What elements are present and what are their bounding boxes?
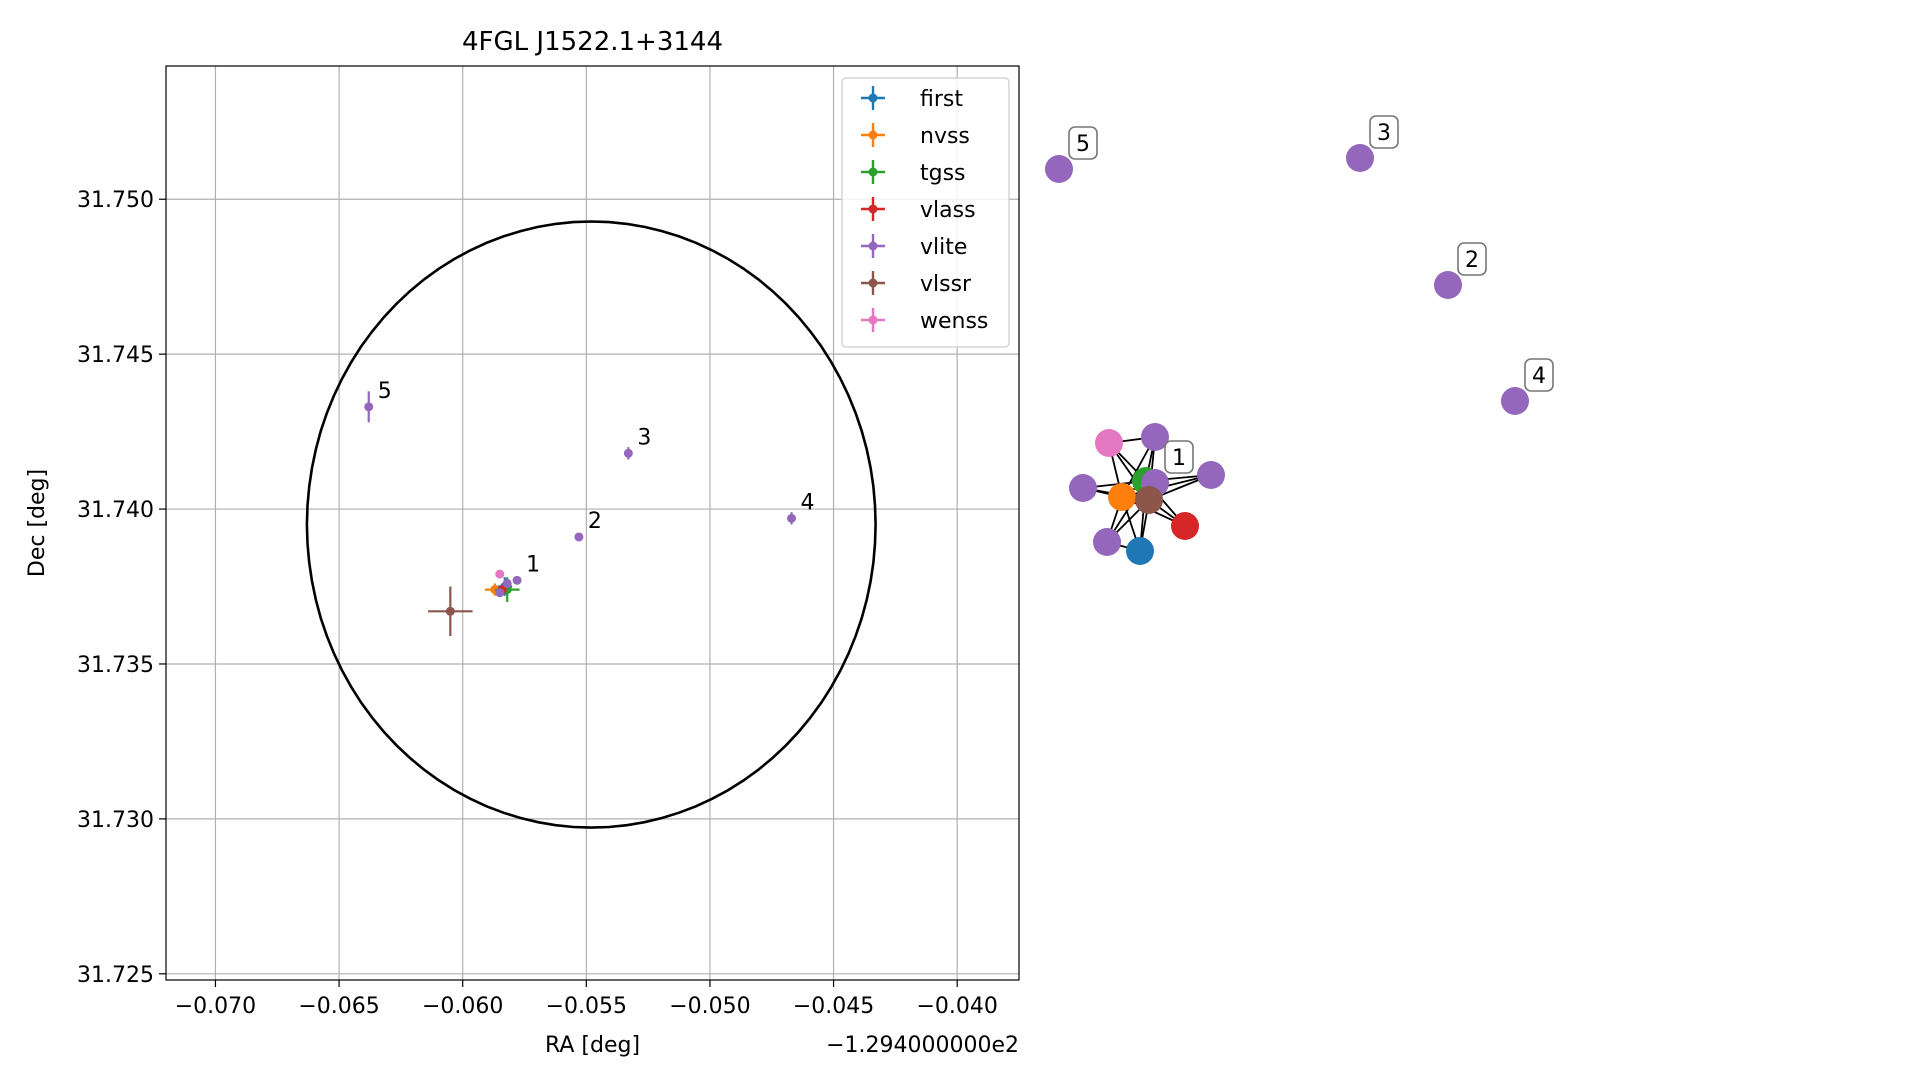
network-panel: 5 3 2 4 1 <box>1045 115 1554 565</box>
data-point <box>512 575 522 585</box>
x-offset-label: −1.294000000e2 <box>826 1033 1019 1058</box>
legend-label: wenss <box>920 309 988 334</box>
network-node-vlite_b <box>1197 461 1225 489</box>
series-vlite: 1 2 3 4 5 <box>364 379 815 598</box>
point-label: 3 <box>637 425 651 450</box>
axes-frame <box>165 65 1020 981</box>
point-label: 5 <box>378 379 392 404</box>
data-point <box>364 402 374 412</box>
y-tick-label: 31.730 <box>77 808 154 833</box>
node-layer <box>1045 144 1529 565</box>
series-vlssr <box>428 586 473 637</box>
node-label: 5 <box>1076 132 1090 157</box>
network-node-vlite_2 <box>1434 271 1462 299</box>
node-label-box <box>1524 358 1554 392</box>
node-label: 1 <box>1172 446 1186 471</box>
y-tick-label: 31.745 <box>77 343 154 368</box>
y-tick-label: 31.735 <box>77 653 154 678</box>
network-node-nvss <box>1108 483 1136 511</box>
legend-label: vlssr <box>920 272 972 297</box>
network-node-vlite_d <box>1093 528 1121 556</box>
network-node-vlite_c <box>1069 474 1097 502</box>
point-label: 4 <box>801 490 815 515</box>
network-node-wenss <box>1095 429 1123 457</box>
circle-layer <box>305 220 877 829</box>
y-ticks: 31.725 31.730 31.735 31.740 31.745 31.750 <box>77 188 166 988</box>
node-label: 3 <box>1377 121 1391 146</box>
x-ticks: −0.070 −0.065 −0.060 −0.055 −0.050 −0.045 −0.0… <box>175 980 998 1019</box>
network-node-vlssr <box>1135 486 1163 514</box>
network-node-vlite_3 <box>1346 144 1374 172</box>
x-tick-label: −0.065 <box>298 994 379 1019</box>
legend-handle-marker <box>868 93 878 103</box>
data-point <box>495 588 505 598</box>
legend-handle-marker <box>868 315 878 325</box>
data-point <box>623 448 633 458</box>
point-label: 2 <box>588 509 602 534</box>
legend: first nvss tgss vlass vlite vlssr wenss <box>841 77 1010 348</box>
legend-handle-marker <box>868 241 878 251</box>
node-label-box <box>1164 440 1194 474</box>
data-point <box>574 532 584 542</box>
legend-label: vlass <box>920 198 976 223</box>
data-point <box>787 513 797 523</box>
x-tick-label: −0.070 <box>175 994 256 1019</box>
x-tick-label: −0.060 <box>422 994 503 1019</box>
data-point <box>445 606 455 616</box>
network-node-first <box>1126 537 1154 565</box>
legend-label: first <box>920 87 963 112</box>
series-wenss <box>495 569 505 579</box>
node-label-box <box>1369 115 1399 149</box>
search-circle <box>305 220 877 829</box>
legend-box <box>841 77 1010 348</box>
series-layer: 1 2 3 4 5 <box>364 379 815 637</box>
network-node-vlite_4 <box>1501 387 1529 415</box>
legend-label: tgss <box>920 161 966 186</box>
node-label-layer: 5 3 2 4 1 <box>1068 115 1554 474</box>
network-node-vlite_a <box>1141 423 1169 451</box>
chart-title: 4FGL J1522.1+3144 <box>462 27 723 57</box>
legend-label: nvss <box>920 124 970 149</box>
x-axis-label: RA [deg] <box>545 1033 640 1058</box>
y-tick-label: 31.750 <box>77 188 154 213</box>
point-label: 1 <box>526 552 540 577</box>
node-label: 2 <box>1465 248 1479 273</box>
node-label-box <box>1457 242 1487 276</box>
legend-handle-marker <box>868 278 878 288</box>
x-tick-label: −0.055 <box>546 994 627 1019</box>
x-tick-label: −0.045 <box>793 994 874 1019</box>
y-tick-label: 31.725 <box>77 963 154 988</box>
legend-handle-marker <box>868 204 878 214</box>
y-axis-label: Dec [deg] <box>25 469 50 577</box>
y-tick-label: 31.740 <box>77 498 154 523</box>
node-label: 4 <box>1532 364 1546 389</box>
x-tick-label: −0.050 <box>669 994 750 1019</box>
network-node-vlass <box>1171 512 1199 540</box>
data-point <box>502 578 512 588</box>
legend-label: vlite <box>920 235 967 260</box>
legend-handle-marker <box>868 130 878 140</box>
legend-handle-marker <box>868 167 878 177</box>
node-label-box <box>1068 126 1098 160</box>
x-tick-label: −0.040 <box>916 994 997 1019</box>
data-point <box>495 569 505 579</box>
network-node-vlite_5 <box>1045 155 1073 183</box>
